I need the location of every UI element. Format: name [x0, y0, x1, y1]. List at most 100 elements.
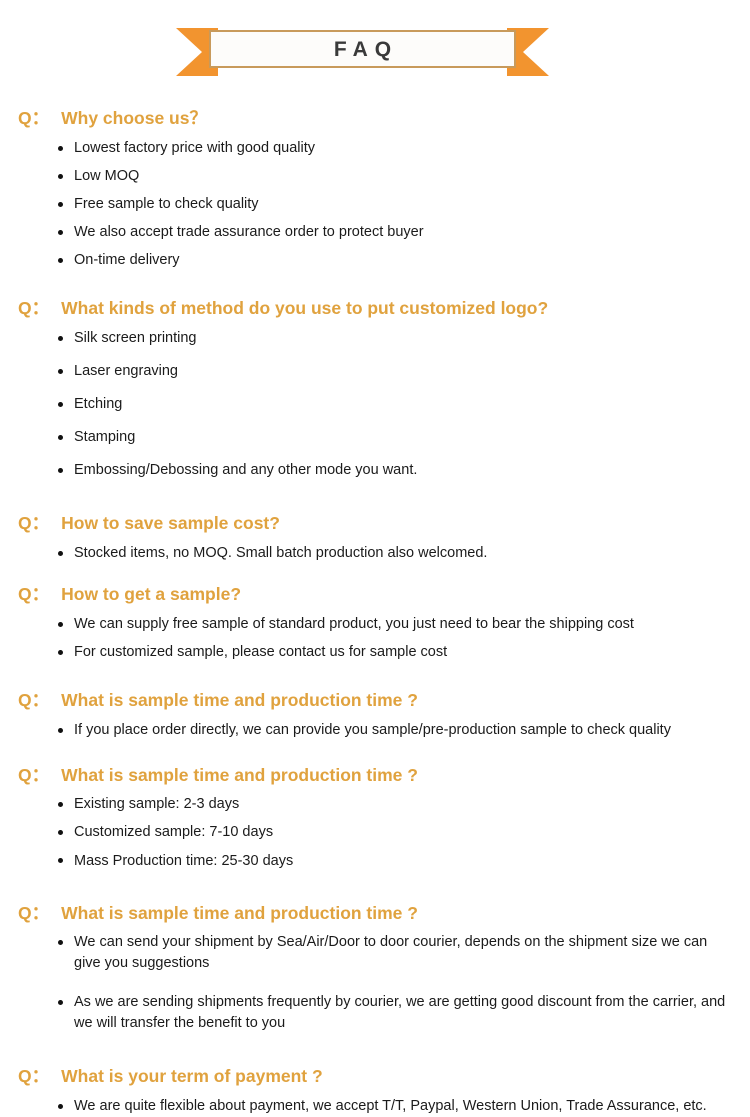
bullet-icon	[58, 145, 63, 151]
faq-answer-list: Lowest factory price with good quality L…	[18, 138, 736, 271]
bullet-icon	[58, 802, 63, 808]
bullet-icon	[58, 401, 63, 407]
answer-text: Stamping	[74, 428, 136, 445]
faq-answer-list: If you place order directly, we can prov…	[18, 720, 736, 741]
bullet-icon	[58, 940, 63, 946]
faq-answer-list: We can send your shipment by Sea/Air/Doo…	[18, 932, 736, 1034]
question-marker: Q：	[18, 297, 50, 318]
bullet-icon	[58, 830, 63, 836]
list-item: We also accept trade assurance order to …	[58, 222, 736, 243]
bullet-icon	[58, 201, 63, 207]
faq-item: Q： What is sample time and production ti…	[0, 690, 750, 741]
answer-text: Silk screen printing	[74, 329, 197, 346]
list-item: Customized sample: 7-10 days	[58, 822, 736, 843]
bullet-icon	[58, 335, 63, 341]
section-spacer	[0, 278, 750, 298]
question-text: What is sample time and production time …	[61, 764, 418, 785]
question-text: What is your term of payment ?	[61, 1066, 323, 1087]
question-text: Why choose us？	[61, 108, 207, 128]
bullet-icon	[58, 368, 63, 374]
ribbon-panel: FAQ	[209, 30, 516, 68]
bullet-icon	[58, 727, 63, 733]
bullet-icon	[58, 550, 63, 556]
question-marker: Q：	[18, 512, 50, 533]
list-item: Stamping	[58, 427, 736, 448]
faq-item: Q： Why choose us？ Lowest factory price w…	[0, 108, 750, 271]
section-spacer	[0, 741, 750, 765]
faq-answer-list: We are quite flexible about payment, we …	[18, 1096, 736, 1117]
bullet-icon	[58, 173, 63, 179]
faq-item: Q： What is sample time and production ti…	[0, 765, 750, 872]
bullet-icon	[58, 434, 63, 440]
question-text: How to save sample cost?	[61, 512, 280, 533]
list-item: Stocked items, no MOQ. Small batch produ…	[58, 543, 736, 564]
faq-banner: FAQ	[0, 0, 750, 96]
faq-answer-list: Silk screen printing Laser engraving Etc…	[18, 328, 736, 481]
page-title: FAQ	[333, 37, 399, 61]
answer-text: Existing sample: 2-3 days	[74, 796, 240, 813]
bullet-icon	[58, 257, 63, 263]
list-item: Lowest factory price with good quality	[58, 138, 736, 159]
list-item: Free sample to check quality	[58, 194, 736, 215]
list-item: We are quite flexible about payment, we …	[58, 1096, 736, 1117]
answer-text: We are quite flexible about payment, we …	[74, 1098, 707, 1115]
list-item: Silk screen printing	[58, 328, 736, 349]
question-text: What kinds of method do you use to put c…	[61, 297, 549, 318]
answer-text: Mass Production time: 25-30 days	[74, 852, 294, 869]
answer-text: On-time delivery	[74, 251, 180, 268]
question-marker: Q：	[18, 1066, 50, 1087]
section-spacer	[0, 1052, 750, 1066]
list-item: If you place order directly, we can prov…	[58, 720, 736, 741]
faq-question: Q： How to save sample cost?	[18, 513, 736, 535]
bullet-icon	[58, 858, 63, 864]
section-spacer	[0, 670, 750, 690]
answer-text: Free sample to check quality	[74, 195, 259, 212]
bullet-icon	[58, 649, 63, 655]
answer-text: For customized sample, please contact us…	[74, 643, 448, 660]
list-item: Low MOQ	[58, 166, 736, 187]
answer-text: Stocked items, no MOQ. Small batch produ…	[74, 544, 488, 561]
faq-answer-list: Stocked items, no MOQ. Small batch produ…	[18, 543, 736, 564]
question-marker: Q：	[18, 902, 50, 923]
question-text: What is sample time and production time …	[61, 902, 418, 923]
bullet-icon	[58, 621, 63, 627]
answer-text: Laser engraving	[74, 362, 178, 379]
question-marker: Q：	[18, 689, 50, 710]
bullet-icon	[58, 229, 63, 235]
answer-text: As we are sending shipments frequently b…	[74, 994, 726, 1032]
answer-text: If you place order directly, we can prov…	[74, 721, 671, 738]
list-item: For customized sample, please contact us…	[58, 642, 736, 663]
list-item: Etching	[58, 394, 736, 415]
list-item: We can send your shipment by Sea/Air/Doo…	[58, 932, 736, 974]
question-marker: Q：	[18, 108, 50, 128]
faq-item: Q： How to get a sample? We can supply fr…	[0, 584, 750, 663]
answer-text: We can send your shipment by Sea/Air/Doo…	[74, 934, 708, 972]
list-item: On-time delivery	[58, 250, 736, 271]
faq-answer-list: Existing sample: 2-3 days Customized sam…	[18, 794, 736, 871]
faq-list: Q： Why choose us？ Lowest factory price w…	[0, 108, 750, 1117]
bullet-icon	[58, 467, 63, 473]
faq-item: Q： What is sample time and production ti…	[0, 903, 750, 1035]
faq-question: Q： What kinds of method do you use to pu…	[18, 298, 736, 320]
answer-text: Lowest factory price with good quality	[74, 139, 315, 156]
answer-text: Customized sample: 7-10 days	[74, 824, 274, 841]
question-marker: Q：	[18, 764, 50, 785]
faq-question: Q： What is your term of payment ?	[18, 1066, 736, 1088]
faq-item: Q： How to save sample cost? Stocked item…	[0, 513, 750, 564]
faq-question: Q： What is sample time and production ti…	[18, 690, 736, 712]
question-text: What is sample time and production time …	[61, 689, 418, 710]
list-item: Mass Production time: 25-30 days	[58, 851, 736, 872]
faq-item: Q： What kinds of method do you use to pu…	[0, 298, 750, 481]
bullet-icon	[58, 1104, 63, 1110]
answer-text: We also accept trade assurance order to …	[74, 223, 424, 240]
answer-text: Embossing/Debossing and any other mode y…	[74, 461, 418, 478]
list-item: Existing sample: 2-3 days	[58, 794, 736, 815]
faq-item: Q： What is your term of payment ? We are…	[0, 1066, 750, 1117]
list-item: As we are sending shipments frequently b…	[58, 992, 736, 1034]
list-item: We can supply free sample of standard pr…	[58, 614, 736, 635]
bullet-icon	[58, 1000, 63, 1006]
answer-text: Etching	[74, 395, 123, 412]
answer-text: We can supply free sample of standard pr…	[74, 615, 634, 632]
faq-answer-list: We can supply free sample of standard pr…	[18, 614, 736, 663]
question-marker: Q：	[18, 583, 50, 604]
